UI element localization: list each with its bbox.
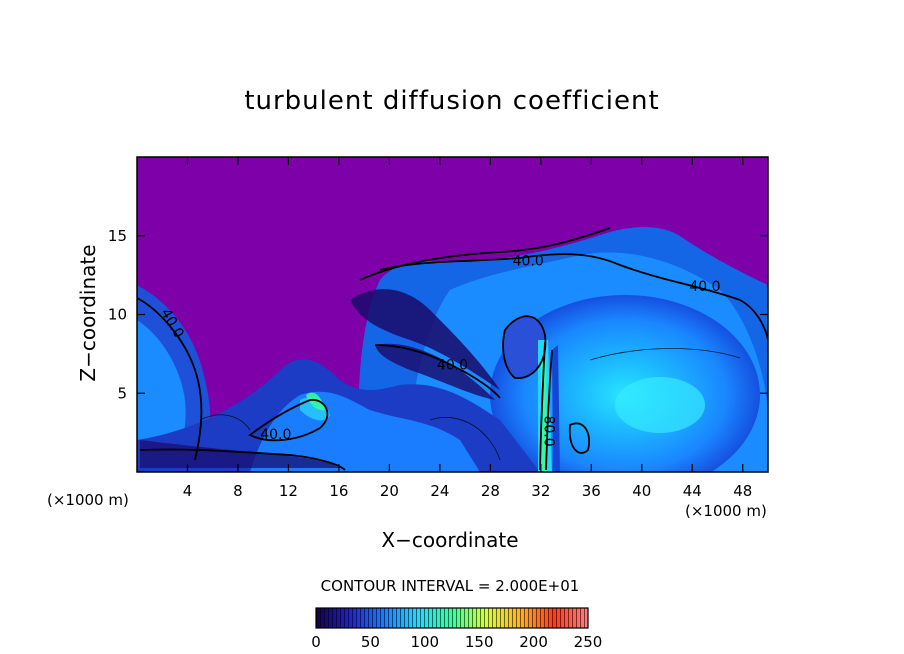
x-tick-label: 8 xyxy=(233,482,243,500)
y-tick-label: 15 xyxy=(108,227,127,245)
heatmap-region xyxy=(306,392,325,411)
contour-interval-text: CONTOUR INTERVAL = 2.000E+01 xyxy=(320,577,580,595)
colorbar-tick-label: 100 xyxy=(410,633,439,651)
colorbar-tick-label: 150 xyxy=(465,633,494,651)
colorbar-tick-label: 0 xyxy=(311,633,321,651)
heatmap-region xyxy=(552,345,560,472)
colorbar: 0 50 100 150 200 250 xyxy=(311,607,602,651)
y-axis-units: (×1000 m) xyxy=(47,491,129,509)
x-axis-units: (×1000 m) xyxy=(685,502,767,520)
colorbar-tick-label: 250 xyxy=(574,633,603,651)
x-tick-label: 20 xyxy=(380,482,399,500)
colorbar-labels: 0 50 100 150 200 250 xyxy=(311,633,602,651)
x-tick-label: 36 xyxy=(582,482,601,500)
x-tick-label: 40 xyxy=(632,482,651,500)
contour-label: 40.0 xyxy=(437,358,468,374)
heatmap-region xyxy=(350,289,500,390)
heatmap-region xyxy=(140,440,340,468)
x-tick-label: 16 xyxy=(329,482,348,500)
heatmap-field: 40.040.040.040.040.0 80.0 xyxy=(137,157,768,472)
colorbar-tick-label: 50 xyxy=(361,633,380,651)
heatmap-region xyxy=(375,343,495,400)
x-tick-label: 48 xyxy=(733,482,752,500)
colorbar-bands xyxy=(316,608,588,628)
colorbar-frame xyxy=(315,607,589,629)
x-tick-label: 12 xyxy=(279,482,298,500)
contour-label: 40.0 xyxy=(689,279,720,295)
x-tick-label: 32 xyxy=(531,482,550,500)
chart-title: turbulent diffusion coefficient xyxy=(244,86,660,116)
y-tick-label: 10 xyxy=(108,306,127,324)
x-tick-label: 4 xyxy=(183,482,193,500)
contour-lines-thin xyxy=(199,348,741,461)
colorbar-tick-label: 200 xyxy=(519,633,548,651)
contour-label: 80.0 xyxy=(541,415,557,446)
contour-label: 40.0 xyxy=(260,427,291,443)
x-tick-label: 44 xyxy=(683,482,702,500)
contour-label: 40.0 xyxy=(513,254,544,270)
y-tick-label: 5 xyxy=(117,384,127,402)
heatmap-region xyxy=(503,316,546,379)
contour-lines xyxy=(137,227,768,471)
x-tick-label: 28 xyxy=(481,482,500,500)
heatmap-region xyxy=(615,377,705,433)
x-tick-label: 24 xyxy=(430,482,449,500)
x-axis-label: X−coordinate xyxy=(381,528,519,552)
